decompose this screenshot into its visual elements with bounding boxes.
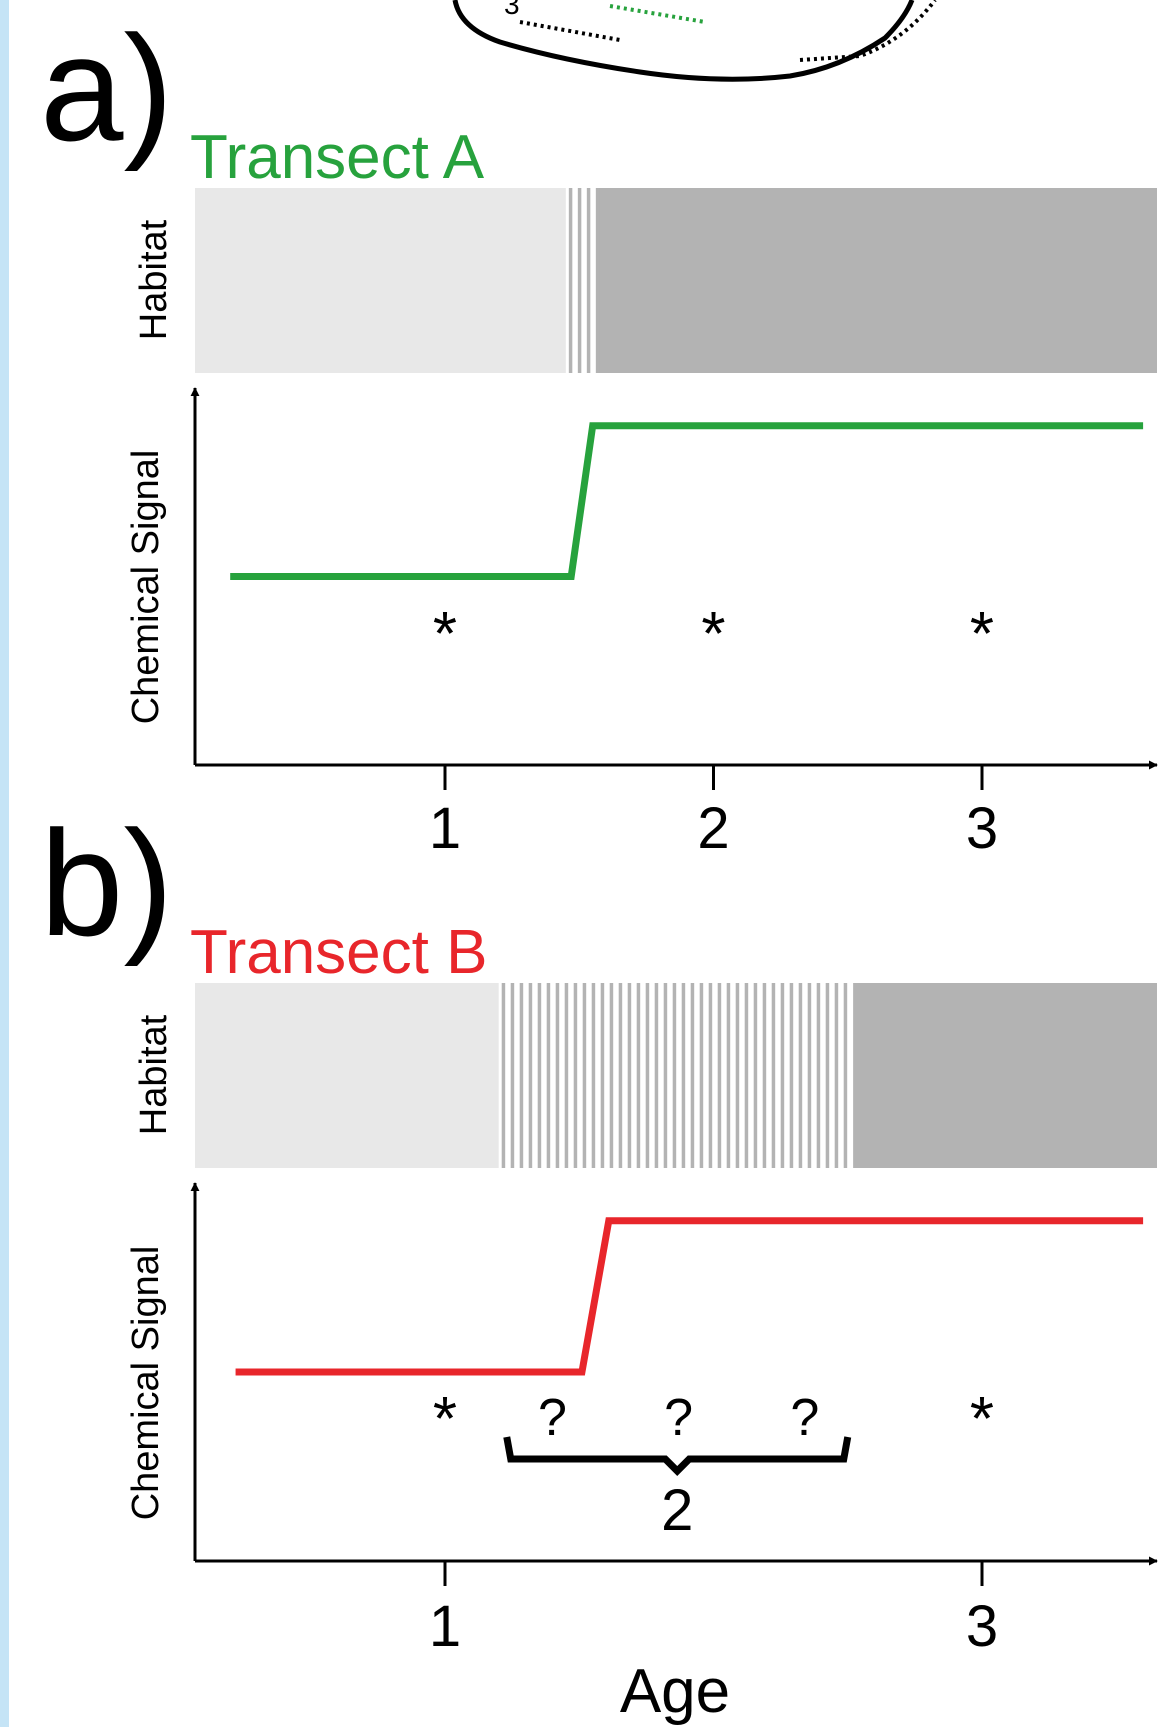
habitat-transition-stripe [546, 983, 551, 1168]
habitat-transition-stripe [510, 983, 515, 1168]
habitat-dense-zone [598, 188, 1157, 373]
habitat-transition-stripe [586, 188, 591, 373]
habitat-transition-stripe [654, 983, 659, 1168]
map-label: 3 [504, 0, 520, 20]
habitat-transition-stripe [555, 983, 560, 1168]
habitat-transition-stripe [708, 983, 713, 1168]
x-tick-label: 2 [697, 796, 729, 861]
habitat-transition-stripe [645, 983, 650, 1168]
question-mark: ? [790, 1389, 819, 1447]
x-tick-label: 1 [429, 796, 461, 861]
habitat-transition-stripe [780, 983, 785, 1168]
habitat-transition-stripe [595, 188, 600, 373]
habitat-open-zone [195, 188, 566, 373]
panel-letter: a) [40, 4, 173, 172]
habitat-transition-stripe [798, 983, 803, 1168]
asterisk-mark: * [433, 600, 457, 669]
habitat-label: Habitat [133, 219, 175, 340]
panel-letter: b) [40, 799, 173, 967]
habitat-transition-stripe [771, 983, 776, 1168]
habitat-transition-stripe [582, 983, 587, 1168]
chemical-signal-line [235, 1217, 1144, 1376]
x-tick-label: 3 [966, 796, 998, 861]
brace-label: 2 [661, 1478, 693, 1543]
sample-marks: * *??? [433, 1385, 994, 1454]
habitat-transition-stripe [618, 983, 623, 1168]
asterisk-mark: * [433, 1385, 457, 1454]
habitat-transition-stripe [537, 983, 542, 1168]
habitat-transition-stripe [699, 983, 704, 1168]
habitat-transition-stripe [577, 188, 582, 373]
habitat-transition-stripe [528, 983, 533, 1168]
side-bar [0, 0, 9, 1727]
panel-a: a) Transect A Habitat Chemical Signal 1 2… [40, 4, 1158, 861]
habitat-transition-stripe [690, 983, 695, 1168]
chemical-signal-label: Chemical Signal [125, 450, 167, 725]
asterisk-mark: * [701, 600, 725, 669]
habitat-transition-stripe [519, 983, 524, 1168]
transect-title: Transect B [190, 918, 487, 987]
sample-marks: * * * [433, 600, 994, 669]
habitat-dense-zone [853, 983, 1157, 1168]
habitat-transition-stripe [663, 983, 668, 1168]
x-axis-title: Age [620, 1657, 730, 1726]
habitat-transition-stripe [636, 983, 641, 1168]
habitat-transition-stripe [834, 983, 839, 1168]
habitat-bar [195, 983, 1157, 1168]
map-transect-dotted-black [519, 20, 621, 42]
curly-brace-icon [503, 1436, 852, 1476]
habitat-transition-stripe [762, 983, 767, 1168]
seafloor-map-outline-icon [452, 0, 915, 82]
habitat-transition-stripe [717, 983, 722, 1168]
map-fragment: 3 [452, 0, 937, 82]
x-tick-label: 1 [429, 1594, 461, 1659]
habitat-transition-stripe [816, 983, 821, 1168]
habitat-transition-stripe [789, 983, 794, 1168]
x-ticks: 1 2 3 [429, 765, 998, 861]
habitat-transition-stripe [501, 983, 506, 1168]
habitat-transition-stripe [564, 983, 569, 1168]
habitat-transition-stripe [627, 983, 632, 1168]
question-mark: ? [538, 1389, 567, 1447]
habitat-transition-stripe [744, 983, 749, 1168]
habitat-label: Habitat [133, 1014, 175, 1135]
habitat-transition-stripe [726, 983, 731, 1168]
habitat-transition-stripe [600, 983, 605, 1168]
question-mark: ? [664, 1389, 693, 1447]
habitat-transition-stripe [609, 983, 614, 1168]
chemical-signal-label: Chemical Signal [125, 1246, 167, 1521]
habitat-transition-stripe [672, 983, 677, 1168]
asterisk-mark: * [970, 600, 994, 669]
habitat-transition-stripe [591, 983, 596, 1168]
habitat-bar [195, 188, 1157, 373]
habitat-transition-stripe [843, 983, 848, 1168]
habitat-transition-stripe [735, 983, 740, 1168]
habitat-open-zone [195, 983, 499, 1168]
x-tick-label: 3 [966, 1594, 998, 1659]
chemical-signal-line [230, 422, 1144, 580]
habitat-transition-stripe [681, 983, 686, 1168]
habitat-transition-stripe [573, 983, 578, 1168]
habitat-transition-stripe [753, 983, 758, 1168]
age-range-brace: 2 [503, 1436, 852, 1543]
map-transect-dotted-green [609, 4, 706, 24]
asterisk-mark: * [970, 1385, 994, 1454]
habitat-transition-stripe [807, 983, 812, 1168]
habitat-transition-stripe [568, 188, 573, 373]
habitat-transition-stripe [825, 983, 830, 1168]
transect-title: Transect A [190, 123, 485, 192]
